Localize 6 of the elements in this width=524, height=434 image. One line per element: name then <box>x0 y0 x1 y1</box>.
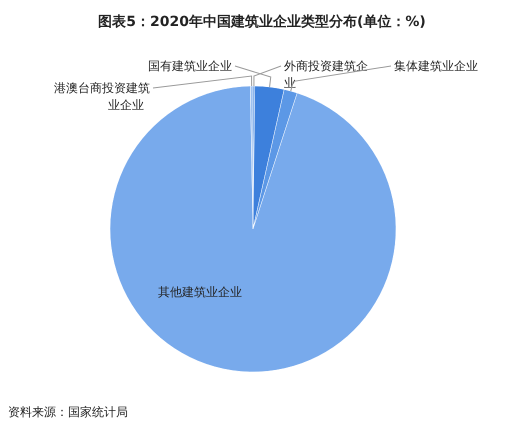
text: 资料来源：国家统计局 <box>8 405 128 419</box>
slice-label: 集体建筑业企业 <box>394 59 478 73</box>
chart-title: 图表5：2020年中国建筑业企业类型分布(单位：%) <box>98 14 426 30</box>
slice-label: 国有建筑业企业 <box>148 59 232 73</box>
slice-label: 港澳台商投资建筑业企业 <box>54 81 150 112</box>
slice-label: 其他建筑业企业 <box>158 285 242 299</box>
